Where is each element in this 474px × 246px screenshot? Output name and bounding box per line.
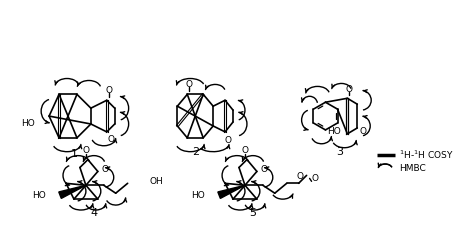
Text: O: O bbox=[311, 174, 318, 183]
Text: O: O bbox=[107, 135, 114, 144]
Text: O: O bbox=[82, 146, 90, 155]
Text: $^{1}$H-$^{1}$H COSY: $^{1}$H-$^{1}$H COSY bbox=[399, 148, 454, 161]
Text: O: O bbox=[186, 80, 193, 89]
Text: O: O bbox=[360, 127, 367, 136]
Polygon shape bbox=[59, 185, 86, 199]
Text: O: O bbox=[225, 136, 232, 145]
Text: 4: 4 bbox=[90, 208, 97, 218]
Text: HO: HO bbox=[32, 191, 46, 200]
Text: O: O bbox=[105, 86, 112, 95]
Text: O: O bbox=[241, 146, 248, 155]
Text: OH: OH bbox=[149, 177, 163, 186]
Text: HO: HO bbox=[21, 120, 35, 128]
Text: HMBC: HMBC bbox=[399, 164, 426, 173]
Text: O: O bbox=[346, 85, 353, 94]
Text: 3: 3 bbox=[336, 147, 343, 157]
Text: 2: 2 bbox=[191, 147, 199, 157]
Polygon shape bbox=[218, 185, 245, 199]
Text: 5: 5 bbox=[249, 208, 256, 218]
Text: HO: HO bbox=[191, 191, 205, 200]
Text: 1: 1 bbox=[71, 149, 77, 159]
Text: HO: HO bbox=[327, 127, 340, 136]
Text: O: O bbox=[296, 172, 303, 181]
Text: O: O bbox=[101, 165, 108, 174]
Text: O: O bbox=[260, 165, 267, 174]
